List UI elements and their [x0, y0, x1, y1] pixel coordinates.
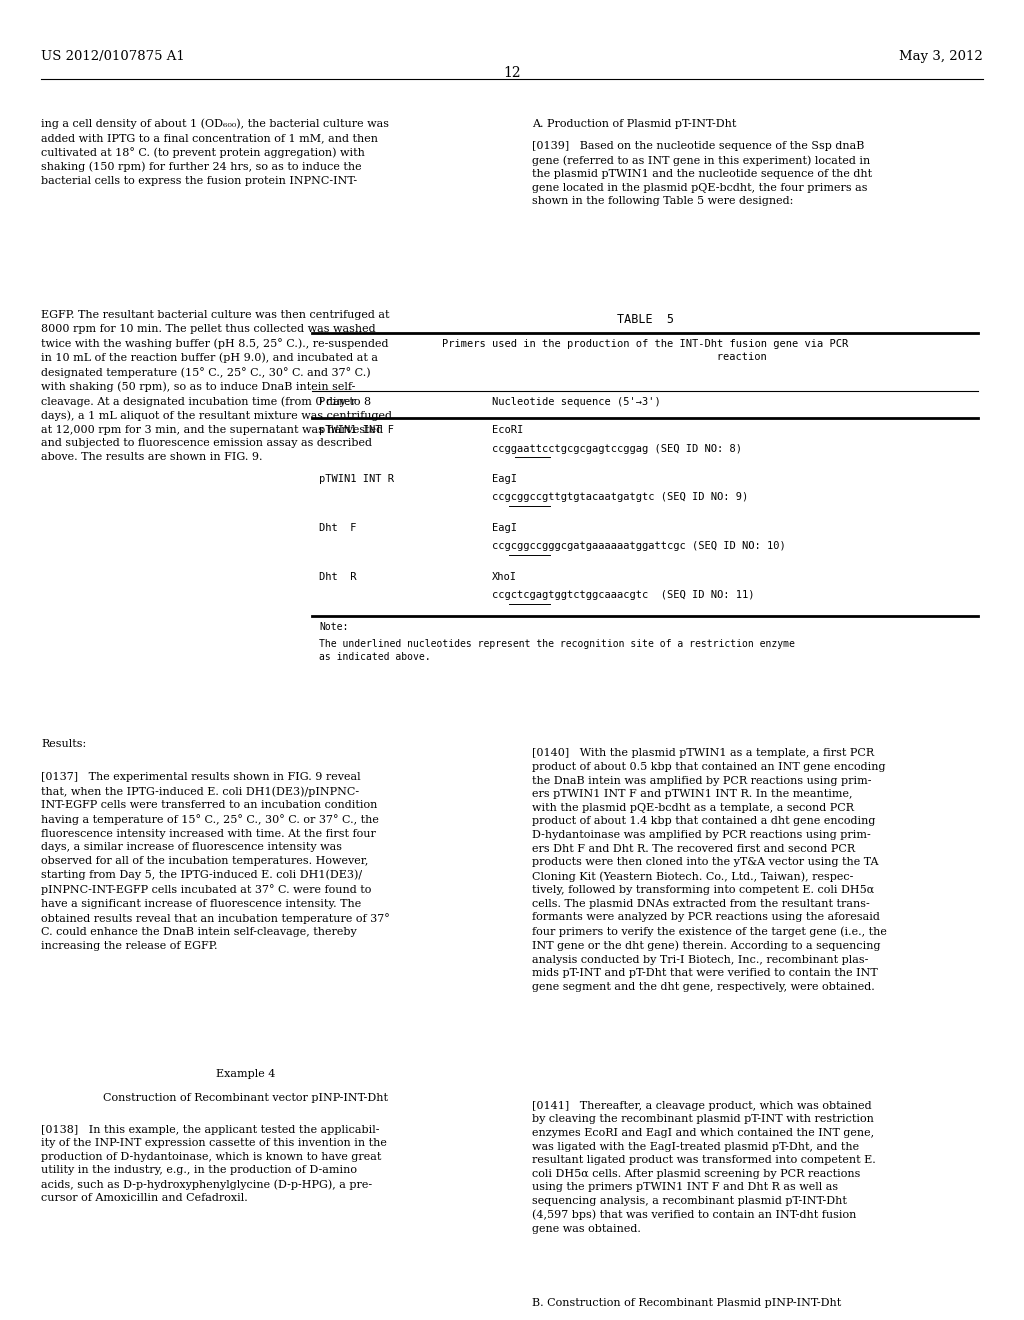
Text: pTWIN1 INT F: pTWIN1 INT F	[319, 425, 394, 436]
Text: Example 4: Example 4	[216, 1069, 275, 1080]
Text: Dht  F: Dht F	[319, 523, 357, 533]
Text: pTWIN1 INT R: pTWIN1 INT R	[319, 474, 394, 484]
Text: ccgcggccgggcgatgaaaaaatggattcgc (SEQ ID NO: 10): ccgcggccgggcgatgaaaaaatggattcgc (SEQ ID …	[492, 541, 785, 552]
Text: EagI: EagI	[492, 474, 516, 484]
Text: [0137]   The experimental results shown in FIG. 9 reveal
that, when the IPTG-ind: [0137] The experimental results shown in…	[41, 772, 390, 950]
Text: US 2012/0107875 A1: US 2012/0107875 A1	[41, 50, 184, 63]
Text: EcoRI: EcoRI	[492, 425, 523, 436]
Text: [0140]   With the plasmid pTWIN1 as a template, a first PCR
product of about 0.5: [0140] With the plasmid pTWIN1 as a temp…	[532, 748, 888, 993]
Text: Note:: Note:	[319, 622, 349, 632]
Text: May 3, 2012: May 3, 2012	[899, 50, 983, 63]
Text: Results:: Results:	[41, 739, 86, 750]
Text: B. Construction of Recombinant Plasmid pINP-INT-Dht: B. Construction of Recombinant Plasmid p…	[532, 1298, 842, 1308]
Text: Construction of Recombinant vector pINP-INT-Dht: Construction of Recombinant vector pINP-…	[103, 1093, 388, 1104]
Text: ccgcggccgttgtgtacaatgatgtc (SEQ ID NO: 9): ccgcggccgttgtgtacaatgatgtc (SEQ ID NO: 9…	[492, 492, 748, 503]
Text: [0139]   Based on the nucleotide sequence of the Ssp dnaB
gene (referred to as I: [0139] Based on the nucleotide sequence …	[532, 141, 872, 206]
Text: TABLE  5: TABLE 5	[616, 313, 674, 326]
Text: [0138]   In this example, the applicant tested the applicabil-
ity of the INP-IN: [0138] In this example, the applicant te…	[41, 1125, 387, 1204]
Text: Primer: Primer	[319, 397, 357, 408]
Text: XhoI: XhoI	[492, 572, 516, 582]
Text: ing a cell density of about 1 (OD₆₀₀), the bacterial culture was
added with IPTG: ing a cell density of about 1 (OD₆₀₀), t…	[41, 119, 389, 186]
Text: 12: 12	[503, 66, 521, 81]
Text: EagI: EagI	[492, 523, 516, 533]
Text: Nucleotide sequence (5'→3'): Nucleotide sequence (5'→3')	[492, 397, 660, 408]
Text: EGFP. The resultant bacterial culture was then centrifuged at
8000 rpm for 10 mi: EGFP. The resultant bacterial culture wa…	[41, 310, 392, 462]
Text: Dht  R: Dht R	[319, 572, 357, 582]
Text: A. Production of Plasmid pT-INT-Dht: A. Production of Plasmid pT-INT-Dht	[532, 119, 737, 129]
Text: ccgctcgagtggtctggcaaacgtc  (SEQ ID NO: 11): ccgctcgagtggtctggcaaacgtc (SEQ ID NO: 11…	[492, 590, 754, 601]
Text: [0141]   Thereafter, a cleavage product, which was obtained
by cleaving the reco: [0141] Thereafter, a cleavage product, w…	[532, 1101, 877, 1234]
Text: ccggaattcctgcgcgagtccggag (SEQ ID NO: 8): ccggaattcctgcgcgagtccggag (SEQ ID NO: 8)	[492, 444, 741, 454]
Text: Primers used in the production of the INT-Dht fusion gene via PCR
              : Primers used in the production of the IN…	[442, 339, 848, 363]
Text: The underlined nucleotides represent the recognition site of a restriction enzym: The underlined nucleotides represent the…	[319, 639, 796, 663]
